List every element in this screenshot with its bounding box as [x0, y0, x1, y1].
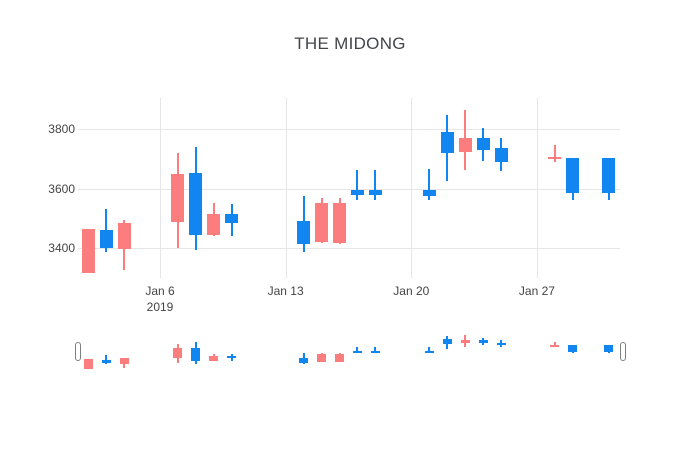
x-tick-label: Jan 20: [393, 284, 430, 298]
candlestick-body: [297, 220, 311, 245]
mini-candlestick-body: [173, 347, 183, 358]
gridline-vertical: [160, 98, 161, 278]
candlestick-body: [333, 203, 346, 243]
mini-candlestick-body: [209, 356, 219, 361]
candlestick-wick: [553, 145, 556, 163]
candlestick-body: [422, 189, 436, 196]
mini-candlestick-body: [460, 340, 470, 344]
x-tick-sublabel: 2019: [146, 300, 174, 314]
candlestick-body: [566, 157, 580, 193]
candlestick-wick: [428, 169, 431, 201]
candlestick-body: [81, 228, 95, 274]
mini-candlestick-body: [299, 357, 309, 363]
mini-candlestick-body: [604, 344, 614, 352]
rangeslider-right-handle-icon[interactable]: [620, 342, 626, 361]
candlestick-body: [368, 189, 382, 196]
y-tick-label: 3800: [48, 122, 75, 136]
mini-candlestick-wick: [374, 347, 377, 354]
candlestick-body: [494, 148, 508, 162]
candlestick-body: [117, 222, 131, 250]
candlestick-wick: [374, 170, 377, 201]
gridline-horizontal: [78, 248, 620, 249]
mini-candlestick-body: [568, 344, 578, 352]
gridline-vertical: [285, 98, 287, 278]
candlestick-body: [350, 189, 364, 196]
mini-candlestick-body: [478, 340, 488, 343]
mini-candlestick-wick: [428, 346, 431, 354]
candlestick-wick: [356, 170, 359, 201]
x-tick-label: Jan 6 2019: [120, 283, 200, 315]
gridline-horizontal: [78, 129, 620, 130]
mini-candlestick-body: [101, 359, 111, 364]
gridline-vertical: [411, 98, 413, 278]
plot-area[interactable]: [78, 98, 620, 278]
mini-candlestick-body: [424, 351, 434, 354]
mini-candlestick-body: [335, 354, 344, 363]
candlestick-body: [99, 230, 113, 248]
mini-candlestick-body: [317, 354, 327, 363]
mini-candlestick-body: [191, 347, 201, 361]
mini-candlestick-wick: [356, 347, 359, 354]
mini-candlestick-body: [119, 358, 129, 364]
gridline-horizontal: [78, 188, 620, 190]
mini-candlestick-body: [442, 339, 452, 344]
mini-candlestick-wick: [553, 341, 556, 346]
candlestick-body: [548, 157, 562, 160]
mini-candlestick-body: [550, 344, 560, 347]
mini-candlestick-body: [227, 356, 237, 359]
candlestick-body: [476, 137, 490, 150]
rangeslider-left-handle-icon[interactable]: [75, 342, 81, 361]
mini-candlestick-body: [370, 351, 380, 354]
candlestick-body: [225, 214, 239, 223]
gridline-vertical: [536, 98, 538, 278]
mini-candlestick-body: [496, 342, 506, 346]
candlestick-body: [207, 214, 221, 235]
candlestick-body: [189, 173, 203, 235]
chart-title: THE MIDONG: [294, 34, 406, 53]
candlestick-body: [315, 203, 329, 243]
y-tick-label: 3600: [48, 181, 75, 196]
candlestick-body: [440, 131, 454, 154]
x-tick-label: Jan 13: [267, 284, 304, 298]
mini-candlestick-body: [352, 351, 362, 354]
candlestick-body: [458, 137, 472, 152]
candlestick-body: [171, 173, 185, 223]
x-tick-label: Jan 27: [518, 284, 555, 298]
candlestick-body: [602, 157, 616, 193]
y-tick-label: 3400: [48, 241, 75, 255]
mini-candlestick-body: [83, 359, 93, 369]
rangeslider-track[interactable]: [75, 333, 630, 373]
